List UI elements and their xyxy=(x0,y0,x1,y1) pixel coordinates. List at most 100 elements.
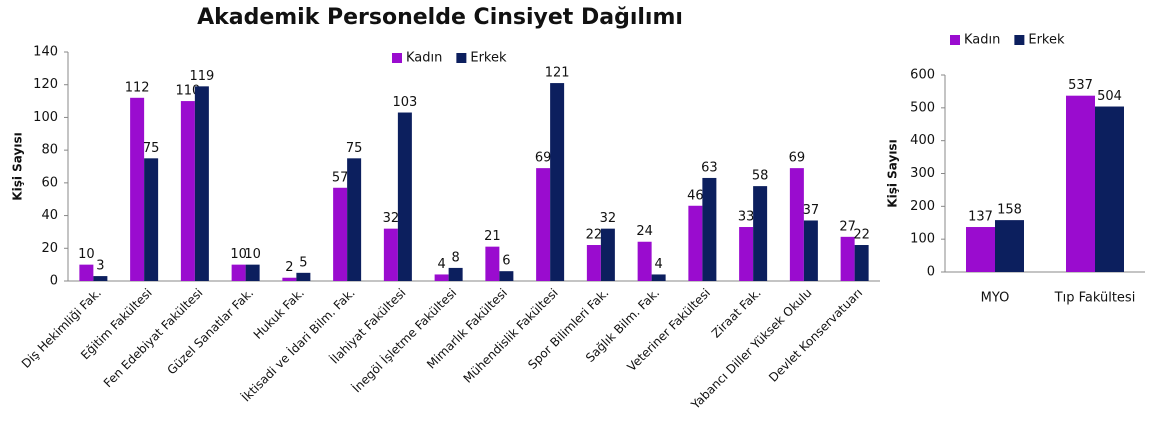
x-tick-label: MYO xyxy=(981,291,1010,306)
value-label: 6 xyxy=(502,254,510,269)
value-label: 32 xyxy=(600,211,617,226)
bar xyxy=(600,228,615,281)
legend-label: Erkek xyxy=(470,51,507,66)
value-label: 121 xyxy=(545,66,570,81)
y-tick-label: 80 xyxy=(41,143,58,158)
bar xyxy=(995,220,1024,272)
bar xyxy=(383,228,398,281)
value-label: 32 xyxy=(383,211,400,226)
y-tick-label: 500 xyxy=(910,100,935,115)
y-tick-label: 140 xyxy=(33,45,58,60)
bar xyxy=(789,168,804,281)
bar xyxy=(840,236,855,281)
y-tick-label: 0 xyxy=(50,274,58,289)
bar xyxy=(536,168,551,281)
value-label: 22 xyxy=(853,228,870,243)
x-tick-label: Fen Edebiyat Fakültesi xyxy=(101,286,206,391)
value-label: 8 xyxy=(451,250,459,265)
bar xyxy=(1066,95,1095,272)
y-tick-label: 600 xyxy=(910,68,935,83)
bar xyxy=(854,245,869,281)
value-label: 5 xyxy=(299,255,307,270)
y-axis-label: Kişi Sayısı xyxy=(11,132,25,200)
bar xyxy=(397,112,412,282)
legend-swatch xyxy=(392,53,402,63)
legend-swatch xyxy=(456,53,467,63)
bar xyxy=(282,277,297,281)
y-tick-label: 0 xyxy=(927,265,935,280)
x-tick-label: Ziraat Fak. xyxy=(709,286,764,341)
bar xyxy=(1095,106,1124,273)
value-label: 69 xyxy=(535,151,552,166)
y-tick-label: 20 xyxy=(41,241,58,256)
value-label: 112 xyxy=(125,80,150,95)
bar xyxy=(130,97,145,281)
bar xyxy=(296,272,311,281)
value-label: 4 xyxy=(437,257,445,272)
bar xyxy=(485,246,500,281)
y-tick-label: 300 xyxy=(910,166,935,181)
y-tick-label: 100 xyxy=(33,110,58,125)
bar xyxy=(966,227,995,272)
bar xyxy=(753,186,768,281)
bar xyxy=(702,177,717,281)
y-tick-label: 200 xyxy=(910,199,935,214)
value-label: 63 xyxy=(701,160,718,175)
bar xyxy=(180,101,195,281)
x-tick-label: Devlet Konservatuarı xyxy=(766,286,865,385)
bar xyxy=(93,276,108,281)
value-label: 504 xyxy=(1097,89,1122,104)
bar xyxy=(333,187,348,281)
value-label: 119 xyxy=(189,69,214,84)
x-tick-label: Tıp Fakültesi xyxy=(1054,291,1136,306)
bar xyxy=(586,245,601,281)
bar xyxy=(803,220,818,281)
x-tick-label: İnegöl İşletme Fakültesi xyxy=(349,285,459,395)
value-label: 2 xyxy=(285,260,293,275)
bar xyxy=(347,158,362,281)
value-label: 21 xyxy=(484,229,501,244)
value-label: 57 xyxy=(332,170,349,185)
x-tick-label: Mühendislik Fakültesi xyxy=(461,286,561,386)
value-label: 110 xyxy=(175,84,200,99)
value-label: 4 xyxy=(654,257,662,272)
value-label: 24 xyxy=(636,224,653,239)
value-label: 58 xyxy=(752,169,769,184)
bar xyxy=(231,264,246,281)
y-tick-label: 100 xyxy=(910,232,935,247)
legend-label: Erkek xyxy=(1028,33,1065,48)
value-label: 37 xyxy=(803,203,820,218)
value-label: 69 xyxy=(789,151,806,166)
value-label: 10 xyxy=(230,247,247,262)
bar xyxy=(550,83,565,281)
bar xyxy=(144,158,159,281)
value-label: 10 xyxy=(78,247,95,262)
y-tick-label: 400 xyxy=(910,133,935,148)
value-label: 22 xyxy=(586,228,603,243)
y-tick-label: 40 xyxy=(41,208,58,223)
value-label: 75 xyxy=(143,141,160,156)
value-label: 137 xyxy=(968,210,993,225)
value-label: 75 xyxy=(346,141,363,156)
bar xyxy=(245,264,260,281)
y-tick-label: 120 xyxy=(33,77,58,92)
legend-swatch xyxy=(1014,35,1025,45)
legend-swatch xyxy=(950,35,960,45)
value-label: 158 xyxy=(997,203,1022,218)
bar xyxy=(739,227,754,281)
value-label: 27 xyxy=(839,219,856,234)
bar xyxy=(448,267,463,281)
value-label: 537 xyxy=(1068,78,1093,93)
bar xyxy=(79,264,94,281)
bar xyxy=(434,274,449,281)
x-tick-label: Hukuk Fak. xyxy=(251,286,307,342)
value-label: 46 xyxy=(687,188,704,203)
legend-label: Kadın xyxy=(964,33,1000,48)
bar xyxy=(194,86,209,281)
x-tick-label: Güzel Sanatlar Fak. xyxy=(164,286,256,378)
value-label: 33 xyxy=(738,210,755,225)
y-tick-label: 60 xyxy=(41,175,58,190)
bar xyxy=(651,274,666,281)
legend-label: Kadın xyxy=(406,51,442,66)
